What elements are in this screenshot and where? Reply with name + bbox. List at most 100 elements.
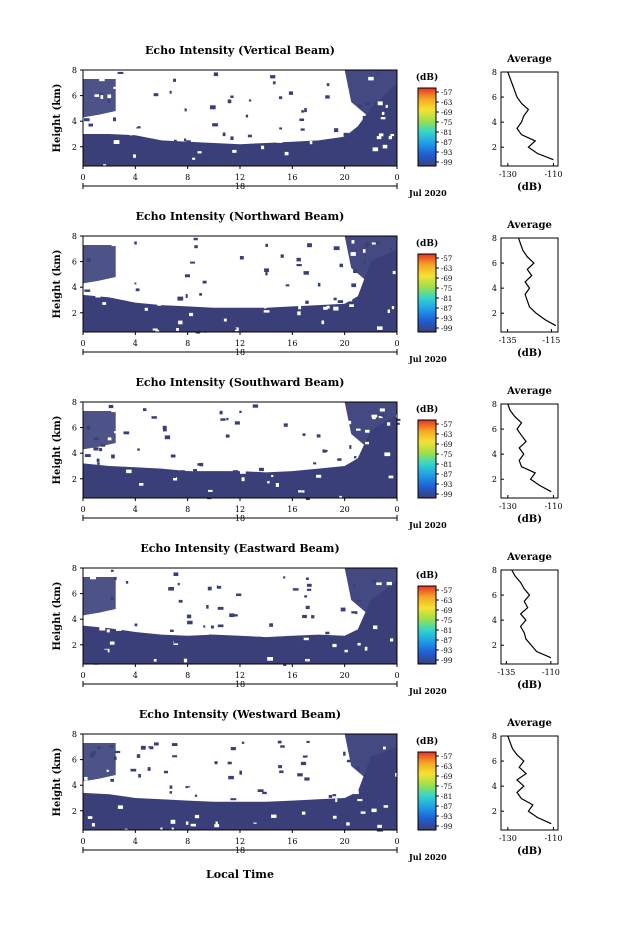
heatmap-speckle (332, 643, 337, 648)
heatmap-speckle (117, 581, 123, 585)
colorbar-tick-label: -57 (441, 421, 452, 429)
heatmap-speckle (288, 91, 293, 95)
heatmap-speckle (313, 462, 317, 465)
heatmap-speckle (114, 655, 119, 657)
heatmap-speckle (153, 93, 159, 97)
y-tick-label: 8 (72, 66, 77, 75)
heatmap-speckle (173, 78, 176, 82)
heatmap-speckle (300, 770, 306, 773)
heatmap-speckle (179, 312, 185, 315)
heatmap-speckle (353, 584, 356, 587)
heatmap-speckle (178, 287, 184, 291)
heatmap-speckle (172, 755, 178, 758)
heatmap-speckle (348, 299, 353, 302)
heatmap-speckle (301, 490, 305, 493)
heatmap-speckle (305, 658, 308, 662)
heatmap-speckle (271, 474, 274, 478)
date-label: Jul 2020 (408, 520, 447, 530)
heatmap-speckle (288, 575, 294, 580)
heatmap-speckle (194, 814, 200, 819)
heatmap-speckle (134, 445, 137, 449)
heatmap-speckle (177, 582, 180, 586)
heatmap-speckle (362, 115, 368, 120)
heatmap-speckle (275, 325, 279, 328)
heatmap-speckle (326, 83, 330, 87)
heatmap-speckle (321, 320, 325, 325)
heatmap-speckle (188, 783, 191, 786)
colorbar-tick-label: -81 (441, 461, 452, 469)
heatmap-speckle (214, 824, 220, 828)
x-tick-label: 8 (185, 173, 190, 182)
heatmap-speckle (313, 162, 319, 166)
colorbar-unit: (dB) (416, 238, 438, 249)
heatmap-speckle (206, 475, 211, 479)
colorbar-tick-label: -99 (441, 491, 452, 499)
heatmap-speckle (383, 805, 389, 808)
x-tick-label: 0 (394, 671, 399, 680)
heatmap-speckle (325, 95, 330, 99)
heatmap-speckle (344, 777, 351, 780)
heatmap-speckle (387, 439, 390, 442)
panel-4: Echo Intensity (Westward Beam) 2 4 6 8 Height… (52, 708, 562, 862)
heatmap-speckle (93, 662, 98, 665)
heatmap-speckle (277, 740, 282, 744)
heatmap-echo-region (83, 746, 397, 830)
heatmap-speckle (214, 327, 217, 331)
heatmap-speckle (332, 438, 338, 441)
heatmap-speckle (279, 96, 283, 100)
heatmap-speckle (228, 486, 235, 490)
x-tick-label: 0 (394, 837, 399, 846)
profile-line (511, 569, 552, 659)
heatmap-speckle (113, 140, 120, 144)
heatmap-speckle (284, 751, 291, 754)
heatmap-speckle (295, 783, 299, 787)
heatmap-speckle (385, 104, 388, 108)
heatmap-speckle (353, 269, 358, 273)
x-tick-label: 20 (340, 505, 350, 514)
heatmap-speckle (216, 585, 222, 589)
heatmap-speckle (172, 474, 177, 478)
heatmap-speckle (213, 105, 216, 109)
heatmap-speckle (245, 114, 249, 118)
heatmap-speckle (206, 605, 209, 609)
heatmap-speckle (365, 429, 370, 433)
x-tick-label: 0 (80, 671, 85, 680)
heatmap-speckle (111, 409, 117, 413)
heatmap-speckle (332, 278, 338, 282)
heatmap-speckle (190, 261, 195, 264)
heatmap-speckle (212, 123, 219, 127)
heatmap-speckle (158, 111, 164, 116)
heatmap-speckle (175, 432, 178, 436)
y-tick-label: 6 (72, 258, 77, 267)
colorbar-tick-label: -81 (441, 627, 452, 635)
profile-y-tick-label: 4 (492, 450, 497, 459)
colorbar-tick-label: -57 (441, 89, 452, 97)
heatmap-speckle (355, 611, 358, 615)
heatmap-speckle (270, 75, 276, 79)
heatmap-speckle (221, 762, 226, 765)
heatmap-speckle (371, 808, 377, 813)
heatmap-speckle (343, 751, 346, 756)
heatmap-speckle (84, 118, 90, 122)
heatmap-speckle (108, 404, 114, 409)
heatmap-speckle (325, 631, 330, 635)
profile-x-tick-label: -135 (497, 668, 515, 677)
heatmap-speckle (227, 644, 231, 647)
profile-y-tick-label: 6 (492, 757, 497, 766)
profile-y-tick-label: 4 (492, 284, 497, 293)
heatmap-speckle (212, 325, 216, 330)
heatmap-speckle (291, 818, 296, 823)
profile-y-tick-label: 8 (492, 234, 497, 243)
heatmap-speckle (390, 638, 394, 642)
heatmap-speckle (377, 824, 382, 829)
heatmap-speckle (362, 635, 368, 639)
heatmap-speckle (396, 422, 400, 425)
profile-line (507, 71, 554, 161)
heatmap-speckle (280, 745, 285, 748)
heatmap-speckle (300, 128, 305, 131)
heatmap-speckle (335, 287, 340, 291)
heatmap-speckle (223, 318, 227, 322)
heatmap-speckle (273, 113, 276, 116)
heatmap-speckle (196, 607, 199, 611)
heatmap-speckle (217, 606, 224, 610)
